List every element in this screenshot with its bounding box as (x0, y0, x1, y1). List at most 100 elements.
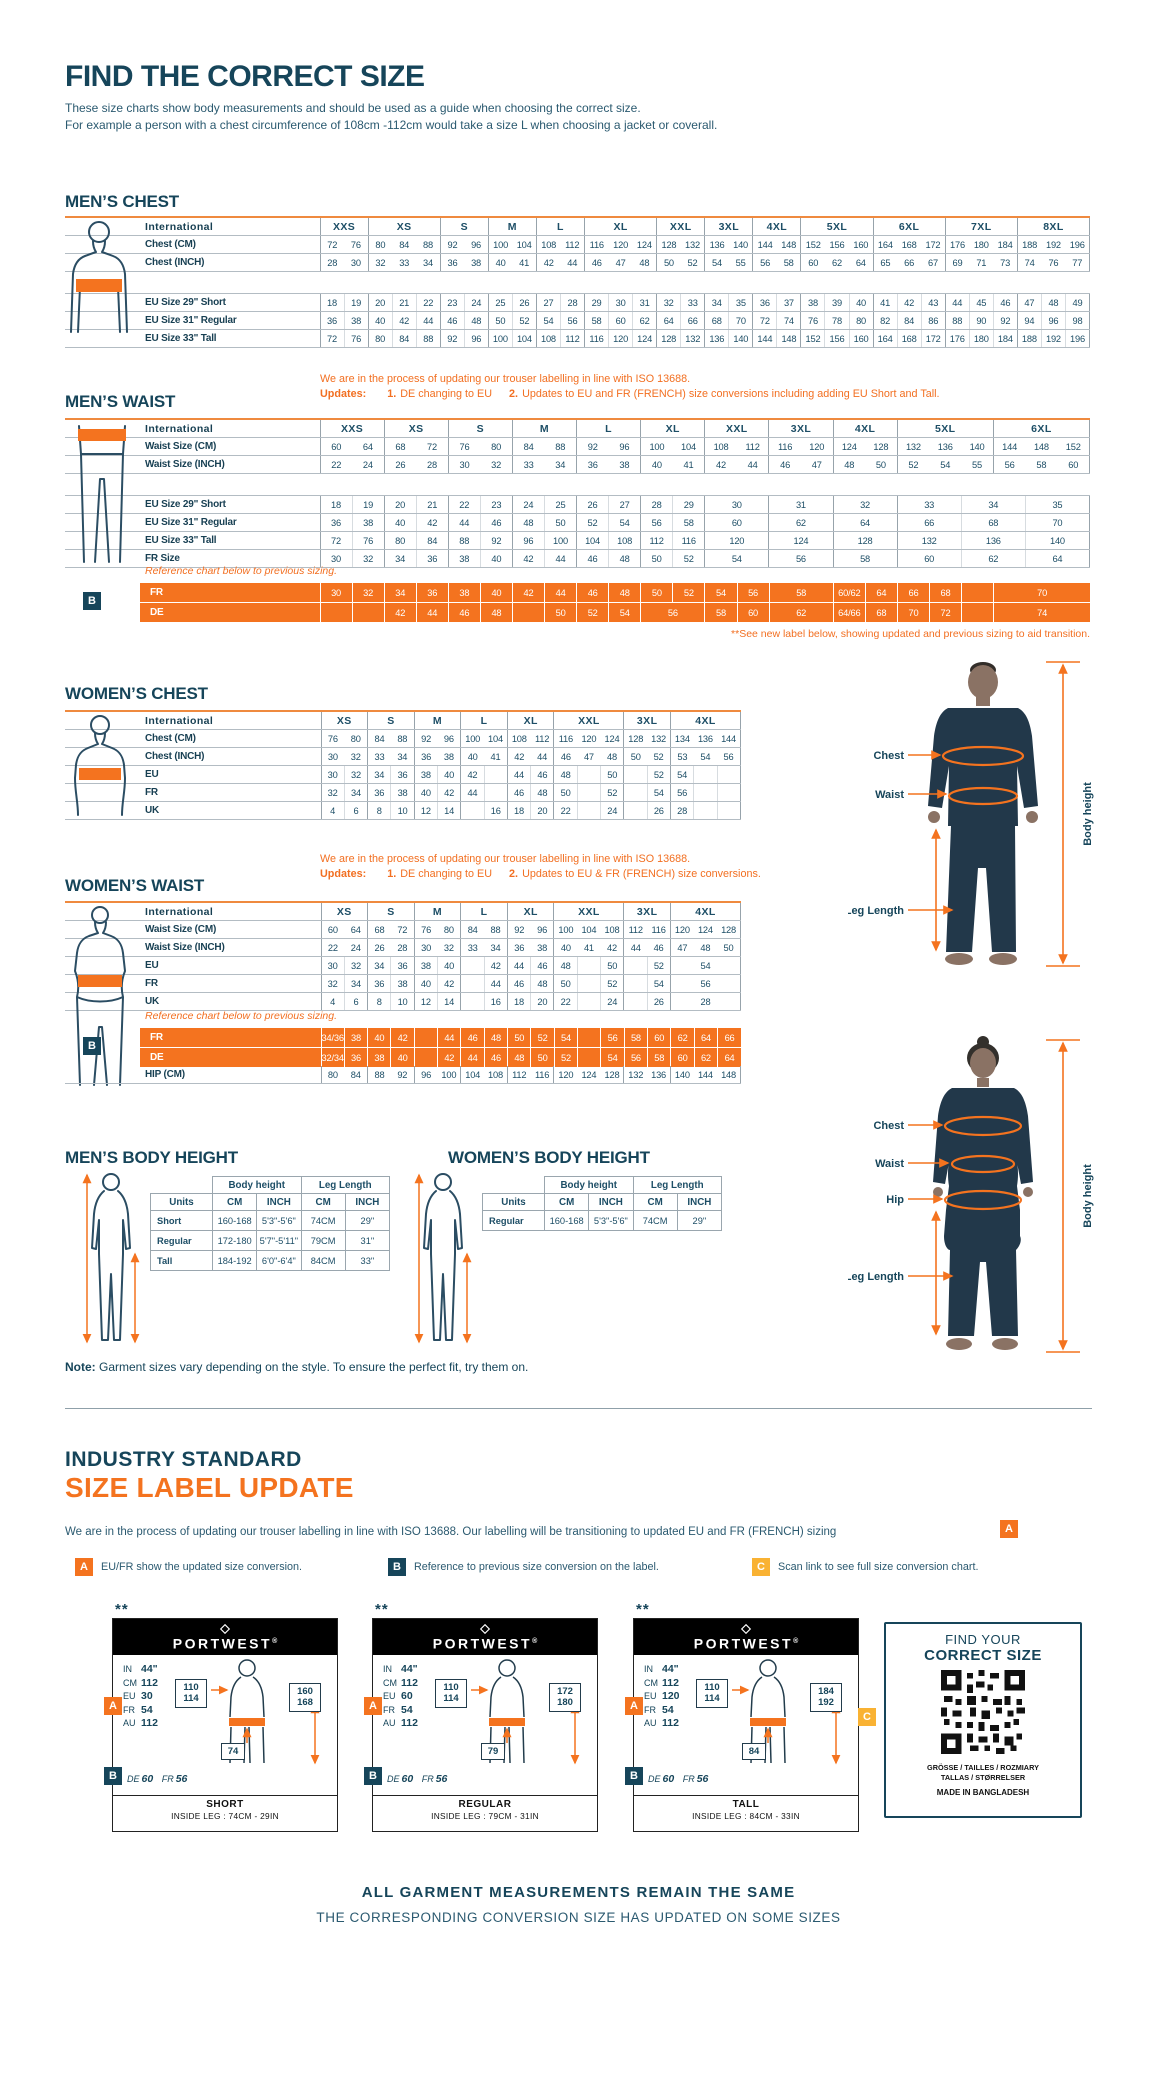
size-value: 54 (401, 1703, 413, 1716)
row-label: FR Size (65, 549, 320, 568)
table-cell: 176 (944, 235, 970, 254)
table-cell: 50 (623, 747, 648, 766)
label-body: IN 44" CM 112 EU 30 FR 54 AU 112 A B (104, 1655, 337, 1795)
table-cell: 24 (344, 938, 368, 957)
fr-label: FR (682, 1774, 695, 1784)
table-cell: 116 (647, 920, 671, 939)
table-cell: 188 (1016, 329, 1042, 348)
table-cell: 4 (320, 801, 345, 820)
table-cell: 136 (693, 729, 718, 748)
size-column-header: XXS (319, 216, 369, 236)
table-row: DE 32/34 36 38 40 42 44 46 48 50 52 54 56 58 60 62 64 (140, 1047, 741, 1067)
langs-line2: TALLAS / STØRRELSER (940, 1773, 1026, 1783)
inside-leg: INSIDE LEG : 84CM - 33IN (692, 1811, 800, 1821)
size-key: AU (383, 1718, 396, 1728)
table-cell: 55 (728, 253, 753, 272)
label-body: IN 44" CM 112 EU 60 FR 54 AU 112 A B (364, 1655, 597, 1795)
table-cell: 32 (656, 293, 681, 312)
table-cell: 36 (415, 583, 449, 603)
table-header-cell: Leg Length (632, 1176, 722, 1194)
table-cell: 66 (896, 583, 930, 603)
fit-strip: TALL INSIDE LEG : 84CM - 33IN (634, 1795, 858, 1832)
footer-line2: THE CORRESPONDING CONVERSION SIZE HAS UP… (316, 1910, 841, 1925)
inside-leg: INSIDE LEG : 79CM - 31IN (431, 1811, 539, 1821)
table-cell: 46 (553, 747, 578, 766)
size-key: FR (644, 1704, 656, 1715)
chest-bottom: 114 (443, 1693, 459, 1705)
table-cell: 27 (608, 495, 641, 514)
table-cell: 24 (600, 801, 624, 820)
row-label: Waist Size (CM) (65, 437, 320, 456)
table-cell: 42 (511, 583, 545, 603)
page-title: FIND THE CORRECT SIZE (65, 60, 425, 93)
table-cell: 60 (704, 513, 769, 532)
table-cell: 33 (511, 455, 545, 474)
fit-name: REGULAR (458, 1799, 512, 1810)
table-row: FR 32 34 36 38 40 42 44 46 48 50 52 54 56 (65, 783, 742, 802)
table-cell: 120 (553, 1066, 578, 1084)
table-row: Regular 172-180 5'7"-5'11" 79CM 31" (150, 1230, 391, 1251)
note-label: Note: (65, 1360, 96, 1374)
male-legs-icon (78, 425, 126, 563)
table-cell: 44 (437, 1028, 461, 1048)
table-cell: 58 (584, 311, 609, 330)
table-cell: Short (150, 1210, 213, 1231)
table-cell: 80 (320, 1066, 345, 1084)
table-cell: 46 (506, 783, 531, 802)
table-cell: 88 (484, 920, 508, 939)
label-stars: ** (375, 1601, 389, 1618)
table-cell: 88 (944, 311, 970, 330)
table-cell: 41 (872, 293, 898, 312)
table-cell: 72 (416, 437, 449, 456)
table-cell: 144 (752, 329, 777, 348)
table-cell: 46 (647, 938, 671, 957)
table-cell: 41 (672, 455, 705, 474)
table-cell: 40 (367, 1028, 391, 1048)
table-cell: 94 (1016, 311, 1042, 330)
table-header-cell: CM (300, 1193, 346, 1211)
height-measure-box: 160 168 (289, 1683, 321, 1712)
table-cell: 196 (1065, 235, 1091, 254)
chest-measure-box: 110 114 (696, 1679, 728, 1708)
table-cell: 104 (511, 329, 537, 348)
table-cell: 22 (447, 495, 481, 514)
waist-value: 74 (227, 1746, 239, 1757)
table-cell: 132 (623, 1066, 648, 1084)
figure-diagram (211, 1659, 320, 1765)
table-cell: 32 (367, 253, 393, 272)
badge-c: C (858, 1708, 876, 1726)
table-cell: 28 (390, 938, 415, 957)
table-cell: 88 (544, 437, 577, 456)
size-column-header: XS (367, 216, 441, 236)
table-cell: 62 (824, 253, 850, 272)
table-cell: 42 (896, 293, 922, 312)
table-cell: 144 (717, 729, 742, 748)
table-cell: 31 (632, 293, 657, 312)
table-cell: 132 (896, 437, 930, 456)
table-cell: 72 (752, 311, 777, 330)
table-cell: 68 (383, 437, 417, 456)
table-cell: 74CM (632, 1210, 678, 1231)
table-row: EU Size 33" Tall 72 76 80 84 88 92 96 100 104 108 1… (65, 531, 1091, 550)
table-cell: 72 (319, 329, 345, 348)
size-column-header: M (413, 901, 461, 921)
portwest-logo: PORTWEST® (373, 1619, 597, 1655)
table-cell: 52 (600, 783, 624, 802)
table-cell: 36 (575, 455, 609, 474)
table-header-cell: Units (150, 1193, 213, 1211)
row-label: EU Size 29" Short (65, 293, 320, 312)
size-table: FR 34/36 38 40 42 44 46 48 50 52 54 56 58 60 62 64 66 DE 3… (140, 1028, 741, 1067)
height-bottom: 168 (297, 1697, 313, 1709)
height-top: 184 (818, 1686, 834, 1697)
table-cell: 50 (553, 783, 578, 802)
table-cell: 38 (447, 549, 481, 568)
note-line2: Updates: 1. DE changing to EU 2. Updates t… (320, 387, 1120, 402)
table-cell: 32 (344, 747, 368, 766)
table-cell (576, 801, 601, 820)
table-cell: 67 (921, 253, 946, 272)
table-cell: 108 (506, 729, 531, 748)
table-cell: 34 (484, 938, 508, 957)
table-cell: 33 (896, 495, 962, 514)
table-cell: 116 (768, 437, 801, 456)
table-cell: 108 (535, 235, 561, 254)
